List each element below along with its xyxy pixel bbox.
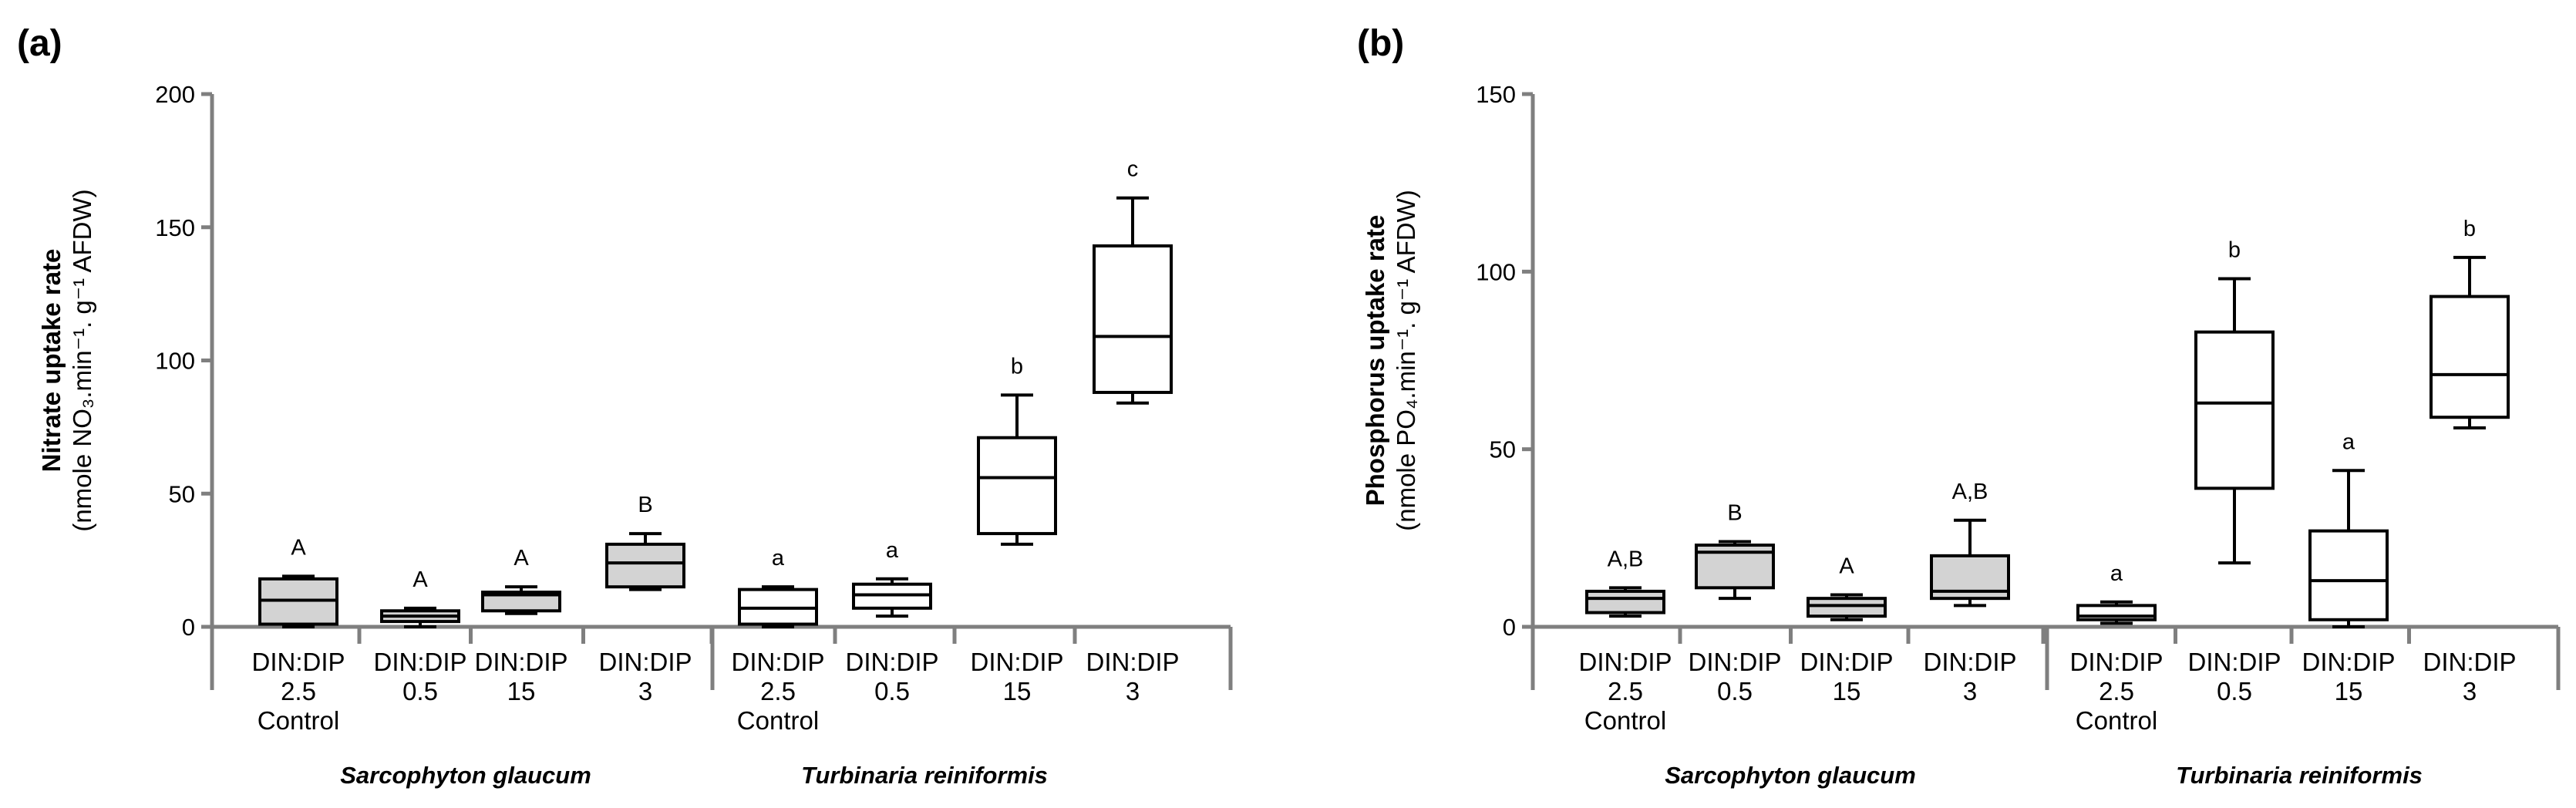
- panel-a-box: [605, 542, 685, 589]
- panel-b-x-category-note: Control: [1584, 706, 1666, 735]
- panel-b-box: [2430, 295, 2510, 419]
- panel-a-group-label: Sarcophyton glaucum: [340, 762, 591, 789]
- panel-b-significance-label: A,B: [1608, 547, 1644, 571]
- panel-a-x-category-value: 3: [638, 677, 652, 705]
- panel-a-significance-label: A: [412, 567, 428, 592]
- panel-b-box: [2194, 330, 2275, 490]
- panel-b-box: [1807, 597, 1887, 618]
- panel-b-significance-label: A,B: [1952, 480, 1988, 504]
- panel-a-x-category-value: 15: [1003, 677, 1032, 705]
- panel-b-x-category-value: 15: [2335, 677, 2363, 705]
- panel-b-x-category-value: 3: [2463, 677, 2477, 705]
- panel-a-significance-label: a: [772, 546, 785, 571]
- panel-b-box: [2308, 529, 2389, 621]
- panel-a-x-category-label: DIN:DIP: [474, 648, 567, 676]
- panel-a-x-category-label: DIN:DIP: [1086, 648, 1179, 676]
- panel-b-significance-label: b: [2463, 217, 2476, 241]
- panel-a-x-category-label: DIN:DIP: [731, 648, 824, 676]
- panel-a-y-axis-title: Nitrate uptake rate: [37, 249, 66, 473]
- panel-a-significance-label: b: [1011, 354, 1023, 379]
- panel-b-x-category-label: DIN:DIP: [2423, 648, 2516, 676]
- panel-b-significance-label: B: [1727, 500, 1742, 525]
- panel-a-box: [481, 591, 561, 613]
- panel-b-y-axis-subtitle: (nmole PO₄.min⁻¹. g⁻¹ AFDW): [1392, 190, 1420, 531]
- panel-a-significance-label: a: [886, 538, 899, 563]
- panel-a-x-category-label: DIN:DIP: [970, 648, 1063, 676]
- panel-a-y-axis-subtitle: (nmole NO₃.min⁻¹. g⁻¹ AFDW): [68, 189, 96, 531]
- panel-a-x-category-label: DIN:DIP: [845, 648, 938, 676]
- panel-a-significance-label: c: [1127, 157, 1139, 182]
- panel-a-y-tick-label: 200: [155, 81, 195, 108]
- panel-b-label: (b): [1357, 23, 1404, 64]
- panel-a-x-category-value: 2.5: [281, 677, 316, 705]
- panel-a-x-category-value: 3: [1126, 677, 1140, 705]
- panel-a-y-tick-label: 0: [182, 614, 195, 641]
- panel-b-y-axis-title: Phosphorus uptake rate: [1361, 215, 1389, 507]
- panel-a-y-tick-label: 100: [155, 348, 195, 375]
- panel-b-box: [1585, 589, 1665, 614]
- panel-b-x-category-label: DIN:DIP: [2069, 648, 2163, 676]
- panel-a-y-tick-label: 150: [155, 214, 195, 241]
- panel-a-x-category-value: 2.5: [760, 677, 796, 705]
- panel-a-x-category-note: Control: [258, 706, 339, 735]
- panel-b-significance-label: a: [2342, 429, 2355, 454]
- panel-b-x-category-value: 0.5: [1717, 677, 1753, 705]
- panel-b-x-category-value: 2.5: [1608, 677, 1643, 705]
- panel-b-x-category-label: DIN:DIP: [2302, 648, 2395, 676]
- panel-a-significance-label: A: [514, 546, 529, 571]
- panel-b-x-category-label: DIN:DIP: [1578, 648, 1672, 676]
- panel-b-x-category-value: 15: [1833, 677, 1861, 705]
- panel-a-x-category-label: DIN:DIP: [598, 648, 692, 676]
- panel-b-significance-label: b: [2228, 238, 2241, 263]
- panel-b-x-category-note: Control: [2076, 706, 2157, 735]
- panel-b-y-tick-label: 150: [1476, 81, 1516, 108]
- panel-b-x-category-value: 0.5: [2217, 677, 2252, 705]
- panel-b-x-category-label: DIN:DIP: [1800, 648, 1893, 676]
- panel-a-x-category-label: DIN:DIP: [373, 648, 466, 676]
- panel-a-group-label: Turbinaria reiniformis: [801, 762, 1048, 789]
- panel-b-x-category-label: DIN:DIP: [1688, 648, 1781, 676]
- panel-b-group-label: Sarcophyton glaucum: [1665, 762, 1916, 789]
- panel-a-x-category-value: 15: [507, 677, 536, 705]
- panel-b-significance-label: a: [2110, 561, 2123, 586]
- panel-a-label: (a): [17, 23, 62, 64]
- panel-b-x-category-value: 3: [1963, 677, 1977, 705]
- panel-b-x-category-label: DIN:DIP: [1923, 648, 2016, 676]
- panel-a-y-tick-label: 50: [169, 480, 195, 507]
- panel-a-significance-label: A: [291, 535, 306, 560]
- panel-a-box: [977, 436, 1057, 536]
- panel-b-x-category-value: 2.5: [2099, 677, 2134, 705]
- panel-a-x-category-label: DIN:DIP: [251, 648, 345, 676]
- panel-b-y-tick-label: 50: [1490, 436, 1516, 463]
- panel-a-significance-label: B: [638, 493, 652, 517]
- panel-b-significance-label: A: [1839, 554, 1854, 579]
- panel-a-x-category-value: 0.5: [874, 677, 910, 705]
- panel-b-y-tick-label: 100: [1476, 258, 1516, 285]
- panel-b-group-label: Turbinaria reiniformis: [2176, 762, 2423, 789]
- panel-b-y-tick-label: 0: [1503, 614, 1516, 641]
- panel-a-x-category-value: 0.5: [402, 677, 438, 705]
- panel-a-x-category-note: Control: [737, 706, 819, 735]
- panel-a-box: [1093, 244, 1173, 394]
- panel-b-x-category-label: DIN:DIP: [2187, 648, 2281, 676]
